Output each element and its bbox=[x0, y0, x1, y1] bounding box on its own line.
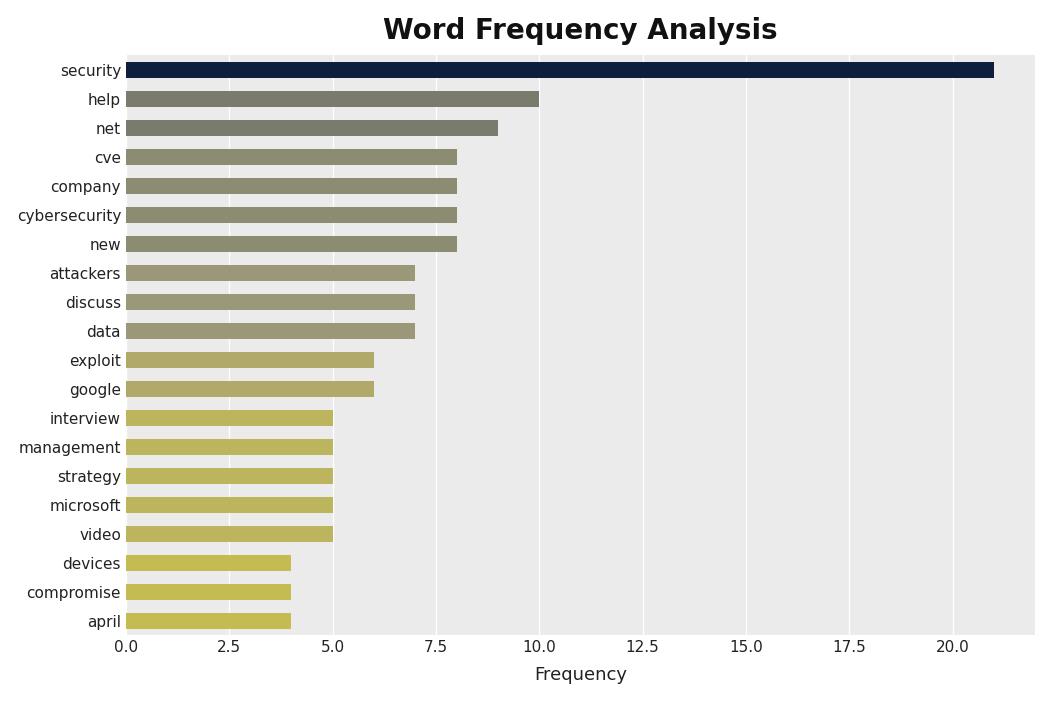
Bar bbox=[126, 207, 457, 223]
Bar bbox=[126, 352, 373, 368]
Bar bbox=[126, 584, 291, 600]
Bar bbox=[126, 120, 498, 136]
Bar bbox=[126, 497, 332, 513]
X-axis label: Frequency: Frequency bbox=[534, 667, 627, 684]
Bar bbox=[126, 265, 416, 281]
Bar bbox=[126, 381, 373, 397]
Bar bbox=[126, 91, 540, 107]
Bar bbox=[126, 410, 332, 426]
Bar bbox=[126, 439, 332, 455]
Bar bbox=[126, 294, 416, 310]
Bar bbox=[126, 555, 291, 571]
Bar bbox=[126, 613, 291, 629]
Bar bbox=[126, 178, 457, 193]
Bar bbox=[126, 149, 457, 165]
Title: Word Frequency Analysis: Word Frequency Analysis bbox=[383, 17, 777, 45]
Bar bbox=[126, 62, 994, 78]
Bar bbox=[126, 236, 457, 252]
Bar bbox=[126, 526, 332, 542]
Bar bbox=[126, 323, 416, 339]
Bar bbox=[126, 468, 332, 484]
